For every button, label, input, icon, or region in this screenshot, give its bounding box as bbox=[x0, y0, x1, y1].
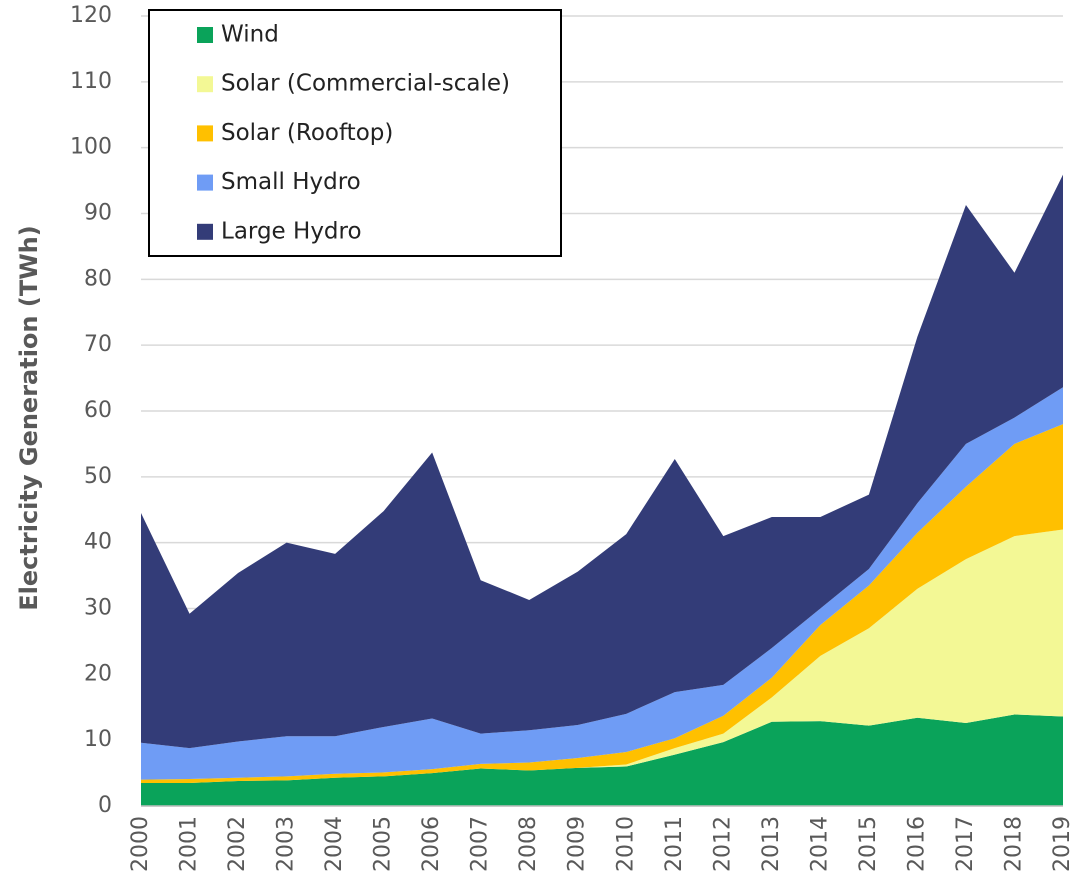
y-tick-label: 100 bbox=[70, 135, 112, 160]
y-axis-title: Electricity Generation (TWh) bbox=[15, 225, 43, 610]
x-tick-label: 2009 bbox=[565, 816, 590, 872]
legend-swatch bbox=[197, 223, 213, 240]
x-tick-label: 2012 bbox=[710, 816, 735, 872]
legend-label: Small Hydro bbox=[221, 169, 361, 195]
legend-label: Solar (Commercial-scale) bbox=[221, 71, 510, 97]
legend-swatch bbox=[197, 76, 213, 93]
area bbox=[141, 529, 1063, 783]
legend-label: Wind bbox=[221, 22, 279, 48]
y-tick-label: 10 bbox=[84, 727, 112, 752]
legend-swatch bbox=[197, 27, 213, 43]
y-tick-label: 80 bbox=[84, 266, 112, 291]
y-tick-label: 30 bbox=[84, 596, 112, 621]
x-tick-label: 2011 bbox=[662, 816, 687, 872]
x-tick-label: 2002 bbox=[225, 816, 250, 872]
x-tick-label: 2017 bbox=[953, 816, 978, 872]
x-tick-label: 2016 bbox=[904, 816, 929, 872]
x-tick-label: 2003 bbox=[274, 816, 299, 872]
x-tick-label: 2019 bbox=[1050, 816, 1075, 872]
x-tick-label: 2013 bbox=[759, 816, 784, 872]
y-tick-label: 20 bbox=[84, 661, 112, 686]
y-tick-label: 90 bbox=[84, 201, 112, 226]
y-tick-label: 110 bbox=[70, 69, 112, 94]
area bbox=[141, 174, 1063, 749]
x-tick-label: 2014 bbox=[807, 816, 832, 872]
x-tick-label: 2015 bbox=[856, 816, 881, 872]
y-tick-label: 70 bbox=[84, 332, 112, 357]
y-tick-label: 120 bbox=[70, 3, 112, 28]
area bbox=[141, 424, 1063, 783]
y-tick-label: 40 bbox=[84, 530, 112, 555]
x-tick-label: 2001 bbox=[177, 816, 202, 872]
y-tick-label: 0 bbox=[98, 793, 112, 818]
x-tick-label: 2006 bbox=[419, 816, 444, 872]
x-tick-label: 2010 bbox=[613, 816, 638, 872]
x-tick-label: 2005 bbox=[371, 816, 396, 872]
y-tick-label: 50 bbox=[84, 464, 112, 489]
x-tick-label: 2000 bbox=[128, 816, 153, 872]
legend-swatch bbox=[197, 125, 213, 142]
x-tick-label: 2004 bbox=[322, 816, 347, 872]
area bbox=[141, 714, 1063, 806]
legend-label: Solar (Rooftop) bbox=[221, 120, 393, 146]
x-tick-label: 2008 bbox=[516, 816, 541, 872]
x-tick-label: 2018 bbox=[1001, 816, 1026, 872]
legend-swatch bbox=[197, 174, 213, 191]
y-tick-label: 60 bbox=[84, 398, 112, 423]
x-tick-label: 2007 bbox=[468, 816, 493, 872]
legend-box bbox=[148, 9, 562, 257]
legend-label: Large Hydro bbox=[221, 218, 362, 244]
